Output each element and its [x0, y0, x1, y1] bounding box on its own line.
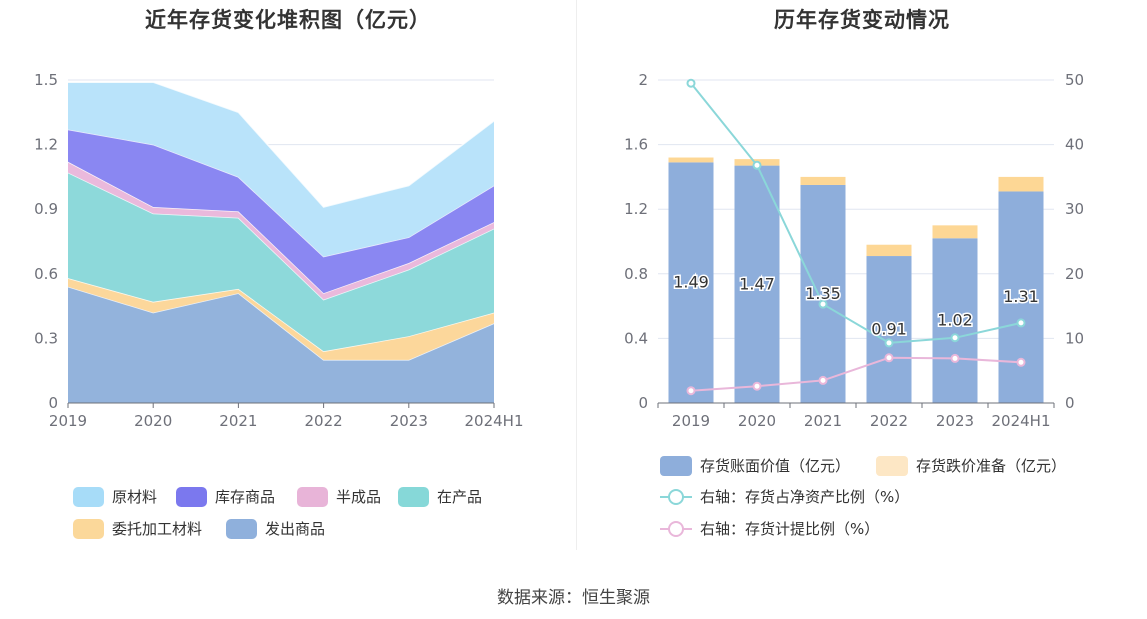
- legend-swatch: [176, 487, 207, 507]
- x-tick-label: 2020: [738, 412, 776, 430]
- line-point: [752, 381, 762, 391]
- area-series-2: [68, 172, 494, 352]
- bar-value-label: 1.31: [1003, 287, 1039, 306]
- y-tick-label: 1.2: [34, 136, 58, 154]
- left-chart-panel: 近年存货变化堆积图（亿元） 0 0.3 0.6 0.9 1.2 1.5 2019 2020 20…: [0, 0, 576, 560]
- line-series-1: [690, 356, 1022, 392]
- legend-marker: [668, 489, 684, 505]
- y-tick-label: 0: [48, 394, 58, 412]
- x-tick-label: 2020: [134, 412, 172, 430]
- x-tick-label: 2024H1: [992, 412, 1051, 430]
- y-tick-label: 1.5: [34, 71, 58, 89]
- y-right-tick-label: 0: [1065, 394, 1075, 412]
- legend-label: 右轴：存货占净资产比例（%）: [700, 488, 909, 506]
- legend-marker: [668, 521, 684, 537]
- area-edge-5: [68, 81, 495, 208]
- x-tick-label: 2023: [390, 412, 428, 430]
- y-tick-label: 0.6: [34, 265, 58, 283]
- bar-value-label: 1.47: [739, 274, 775, 293]
- line-point: [884, 338, 894, 348]
- y-tick-label: 0.3: [34, 329, 58, 347]
- bar-impairment: [998, 176, 1044, 192]
- legend-label: 右轴：存货计提比例（%）: [700, 520, 879, 538]
- line-point: [1016, 318, 1026, 328]
- right-chart-panel: 历年存货变动情况 0 0.4 0.8 1.2 1.6 2 0 10 20 30 40 50 2019 20…: [577, 0, 1147, 560]
- bar-book-value: [866, 256, 912, 403]
- legend-swatch: [226, 519, 257, 539]
- bar-impairment: [800, 176, 846, 185]
- bar-value-label: 1.02: [937, 311, 973, 330]
- bar-impairment: [668, 157, 714, 163]
- line-point: [950, 333, 960, 343]
- legend-label: 原材料: [112, 488, 157, 506]
- legend-label: 在产品: [437, 488, 482, 506]
- y-right-tick-label: 40: [1065, 136, 1084, 154]
- y-right-tick-label: 20: [1065, 265, 1084, 283]
- legend-swatch: [398, 487, 429, 507]
- bar-value-label: 0.91: [871, 320, 907, 339]
- y-left-tick-label: 0.4: [624, 329, 648, 347]
- bar-book-value: [800, 184, 846, 403]
- legend-swatch: [297, 487, 328, 507]
- area-series-4: [68, 129, 494, 294]
- y-right-tick-label: 50: [1065, 71, 1084, 89]
- x-tick-label: 2021: [219, 412, 257, 430]
- right-chart-title: 历年存货变动情况: [774, 8, 950, 32]
- legend-swatch: [660, 456, 692, 476]
- bar-book-value: [734, 165, 780, 403]
- y-right-tick-label: 10: [1065, 329, 1084, 347]
- line-point: [752, 160, 762, 170]
- y-left-tick-label: 1.2: [624, 200, 648, 218]
- line-point: [818, 375, 828, 385]
- legend-swatch: [876, 456, 908, 476]
- bar-impairment: [866, 244, 912, 257]
- panel-divider: [576, 0, 577, 550]
- bar-value-label: 1.49: [673, 273, 709, 292]
- legend-label: 半成品: [336, 488, 381, 506]
- x-tick-label: 2019: [672, 412, 710, 430]
- y-right-tick-label: 30: [1065, 200, 1084, 218]
- line-point: [1016, 357, 1026, 367]
- line-series-0: [690, 82, 1022, 344]
- area-series-0: [68, 286, 494, 403]
- bar-book-value: [668, 162, 714, 403]
- legend-label: 存货账面价值（亿元）: [700, 457, 850, 475]
- line-point: [686, 78, 696, 88]
- y-left-tick-label: 2: [638, 71, 648, 89]
- data-source-note: 数据来源：恒生聚源: [497, 588, 650, 608]
- bar-book-value: [998, 191, 1044, 403]
- left-chart-title: 近年存货变化堆积图（亿元）: [145, 8, 431, 32]
- line-point: [818, 299, 828, 309]
- bar-value-label: 1.35: [805, 284, 841, 303]
- x-tick-label: 2023: [936, 412, 974, 430]
- x-tick-label: 2022: [305, 412, 343, 430]
- legend-label: 委托加工材料: [112, 520, 202, 538]
- legend-label: 存货跌价准备（亿元）: [916, 457, 1066, 475]
- line-point: [686, 386, 696, 396]
- x-tick-label: 2022: [870, 412, 908, 430]
- y-left-tick-label: 0.8: [624, 265, 648, 283]
- x-tick-label: 2019: [49, 412, 87, 430]
- legend-swatch: [73, 487, 104, 507]
- bar-book-value: [932, 238, 978, 403]
- line-point: [950, 353, 960, 363]
- bar-impairment: [932, 225, 978, 239]
- legend-label: 发出商品: [265, 520, 325, 538]
- stacked-area-chart: 0 0.3 0.6 0.9 1.2 1.5 2019 2020 2021 2022 2023 2024…: [34, 71, 524, 539]
- line-point: [884, 353, 894, 363]
- y-tick-label: 0.9: [34, 200, 58, 218]
- x-tick-label: 2024H1: [465, 412, 524, 430]
- legend-label: 库存商品: [215, 488, 275, 506]
- area-series-5: [68, 82, 494, 257]
- x-tick-label: 2021: [804, 412, 842, 430]
- y-left-tick-label: 1.6: [624, 136, 648, 154]
- y-left-tick-label: 0: [638, 394, 648, 412]
- legend-swatch: [73, 519, 104, 539]
